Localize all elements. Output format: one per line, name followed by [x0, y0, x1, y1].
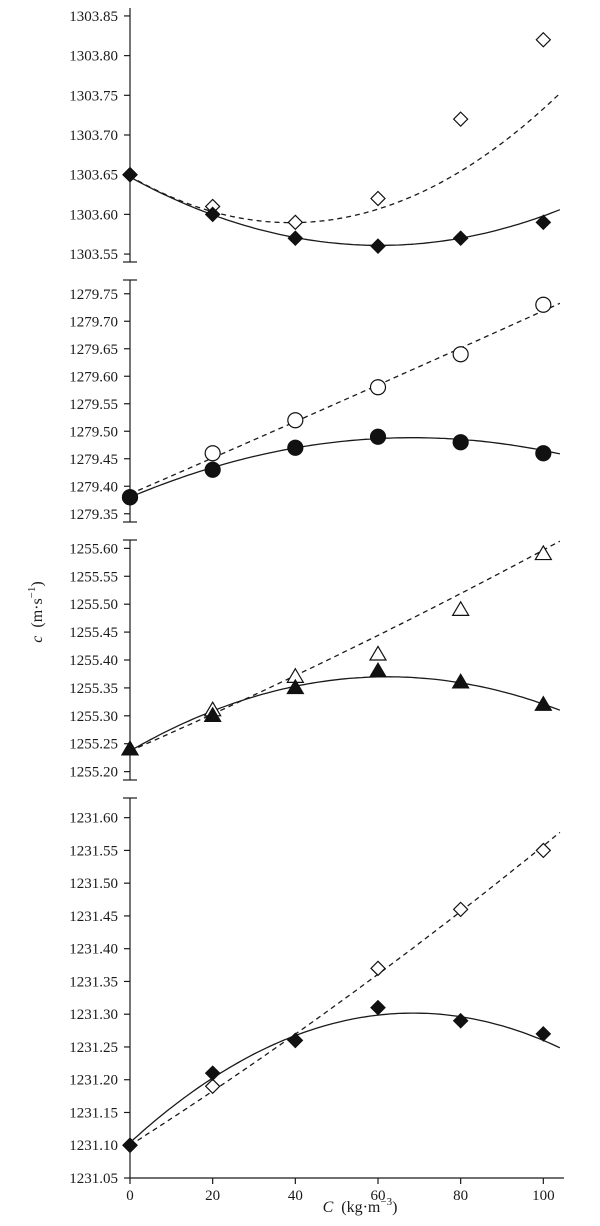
data-point-open-diamond: [535, 842, 552, 859]
x-tick-label: 60: [371, 1188, 386, 1204]
data-point-open-diamond: [535, 31, 552, 48]
data-point-open-circle: [535, 296, 552, 313]
y-tick-label: 1303.55: [69, 247, 118, 263]
y-tick-label: 1231.55: [69, 843, 118, 859]
y-tick-label: 1279.45: [69, 452, 118, 468]
y-tick-label: 1255.25: [69, 737, 118, 753]
y-tick-label: 1231.10: [69, 1138, 118, 1154]
y-tick-label: 1255.45: [69, 625, 118, 641]
dashed-fit-curve: [129, 92, 561, 224]
data-point-open-triangle: [451, 600, 470, 616]
data-point-filled-triangle: [534, 695, 553, 711]
solid-fit-curve: [129, 1012, 561, 1144]
data-point-filled-diamond: [287, 1032, 304, 1049]
data-point-open-diamond: [370, 190, 386, 207]
data-point-open-diamond: [287, 214, 304, 231]
x-tick-label: 100: [532, 1188, 555, 1204]
y-tick-label: 1255.40: [69, 653, 118, 669]
x-tick-label: 20: [205, 1188, 220, 1204]
x-tick-label: 0: [126, 1188, 134, 1204]
data-point-filled-diamond: [452, 1012, 469, 1029]
y-tick-label: 1231.15: [69, 1105, 118, 1121]
data-point-filled-diamond: [370, 238, 386, 254]
y-tick-label: 1303.80: [69, 49, 118, 65]
y-tick-label: 1279.40: [69, 479, 118, 495]
axes-layer: 0 20 40 60 80 100 1303.55 1303.60 1303.65 1303.70…: [69, 8, 564, 1204]
data-point-filled-triangle: [286, 678, 305, 695]
y-tick-label: 1255.60: [69, 541, 118, 557]
x-axis-title: C (kg·m−3): [323, 1196, 398, 1216]
y-tick-label: 1279.60: [69, 369, 118, 385]
y-tick-label: 1303.70: [69, 128, 118, 144]
x-tick-label: 80: [453, 1188, 468, 1204]
y-tick-label: 1255.50: [69, 597, 118, 613]
y-tick-label: 1255.30: [69, 709, 118, 725]
y-tick-label: 1231.05: [69, 1171, 118, 1187]
data-point-filled-diamond: [370, 999, 386, 1016]
y-tick-label: 1279.65: [69, 342, 118, 358]
dashed-fit-curve: [129, 540, 561, 752]
data-point-filled-diamond: [204, 1065, 221, 1082]
solid-fit-curve: [129, 176, 561, 247]
y-tick-label: 1255.20: [69, 765, 118, 781]
data-point-filled-diamond: [204, 206, 221, 223]
data-point-filled-circle: [535, 445, 552, 462]
dashed-fit-curve: [129, 302, 561, 495]
solid-fit-curve: [129, 437, 561, 498]
y-tick-label: 1303.60: [69, 207, 118, 223]
y-tick-label: 1255.35: [69, 681, 118, 697]
solid-fit-curve: [129, 676, 561, 752]
markers-layer: [120, 31, 553, 1154]
data-point-filled-circle: [287, 439, 304, 456]
data-point-filled-diamond: [535, 1026, 552, 1042]
data-point-open-triangle: [368, 645, 388, 661]
data-point-filled-diamond: [535, 214, 552, 231]
data-point-open-diamond: [370, 960, 386, 977]
y-tick-label: 1231.40: [69, 942, 118, 958]
data-point-open-diamond: [452, 111, 469, 127]
y-tick-label: 1231.60: [69, 811, 118, 827]
data-point-open-circle: [204, 445, 221, 462]
y-tick-label: 1303.65: [69, 168, 118, 184]
y-tick-label: 1231.30: [69, 1007, 118, 1023]
data-point-filled-diamond: [287, 230, 304, 247]
data-point-filled-triangle: [368, 661, 388, 678]
y-tick-label: 1231.50: [69, 876, 118, 892]
y-tick-label: 1231.25: [69, 1040, 118, 1056]
x-tick-label: 40: [288, 1188, 303, 1204]
data-point-filled-triangle: [203, 706, 222, 723]
y-tick-label: 1279.50: [69, 424, 118, 440]
data-point-open-circle: [287, 412, 304, 429]
y-tick-label: 1231.20: [69, 1073, 118, 1089]
y-tick-label: 1279.70: [69, 314, 118, 330]
dashed-fit-curve: [129, 831, 561, 1146]
data-point-open-triangle: [534, 544, 553, 561]
y-tick-label: 1231.45: [69, 909, 118, 925]
data-point-filled-diamond: [122, 166, 138, 183]
y-tick-label: 1303.85: [69, 9, 118, 25]
y-tick-label: 1279.75: [69, 287, 118, 303]
data-point-filled-circle: [452, 434, 469, 451]
y-axis-title: c (m·s−1): [26, 581, 46, 642]
data-point-filled-circle: [121, 489, 139, 506]
data-point-open-diamond: [452, 901, 469, 918]
y-tick-label: 1279.35: [69, 507, 118, 523]
data-point-filled-triangle: [120, 740, 140, 756]
data-point-filled-triangle: [451, 673, 470, 689]
y-tick-label: 1279.55: [69, 397, 118, 413]
data-point-filled-circle: [204, 461, 221, 478]
y-tick-label: 1255.55: [69, 569, 118, 585]
data-point-filled-diamond: [452, 230, 469, 247]
data-point-open-circle: [452, 346, 469, 363]
fit-curves-layer: [129, 92, 561, 1146]
data-point-open-circle: [369, 379, 387, 396]
y-tick-label: 1303.75: [69, 88, 118, 104]
data-point-filled-diamond: [122, 1137, 138, 1154]
data-point-open-diamond: [204, 1078, 221, 1095]
y-tick-label: 1231.35: [69, 974, 118, 990]
data-point-filled-circle: [369, 428, 387, 445]
